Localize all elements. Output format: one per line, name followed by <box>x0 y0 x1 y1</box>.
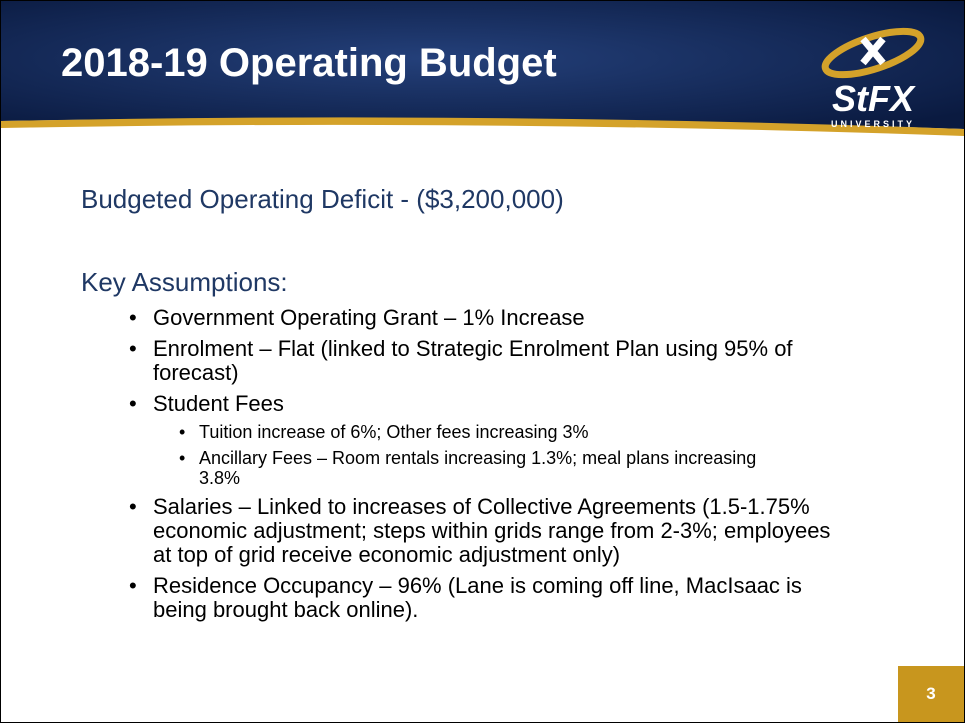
bullet-text: Student Fees <box>153 391 284 416</box>
bullet: Residence Occupancy – 96% (Lane is comin… <box>129 573 853 622</box>
page-number: 3 <box>898 666 964 722</box>
subtitle: Budgeted Operating Deficit - ($3,200,000… <box>81 184 564 214</box>
bullet-text: Enrolment – Flat (linked to Strategic En… <box>153 336 793 385</box>
bullet-text: Salaries – Linked to increases of Collec… <box>153 494 831 567</box>
bullet: Government Operating Grant – 1% Increase <box>129 305 853 331</box>
bullet: Student Fees Tuition increase of 6%; Othe… <box>129 391 853 489</box>
bullet-list: Government Operating Grant – 1% Increase… <box>129 305 853 629</box>
section-title: Key Assumptions: <box>81 267 288 297</box>
sub-bullet: Tuition increase of 6%; Other fees incre… <box>179 422 799 442</box>
bullet-text: Government Operating Grant – 1% Increase <box>153 305 585 330</box>
bullet: Salaries – Linked to increases of Collec… <box>129 494 853 567</box>
logo-wordmark: StFX <box>832 78 916 119</box>
header-background: StFX UNIVERSITY <box>1 1 964 136</box>
sub-bullet-list: Tuition increase of 6%; Other fees incre… <box>179 422 799 488</box>
logo-subtext: UNIVERSITY <box>831 119 915 129</box>
bullet-text: Residence Occupancy – 96% (Lane is comin… <box>153 573 802 622</box>
sub-bullet: Ancillary Fees – Room rentals increasing… <box>179 448 799 488</box>
slide-title: 2018-19 Operating Budget <box>61 41 557 85</box>
bullet: Enrolment – Flat (linked to Strategic En… <box>129 336 853 385</box>
